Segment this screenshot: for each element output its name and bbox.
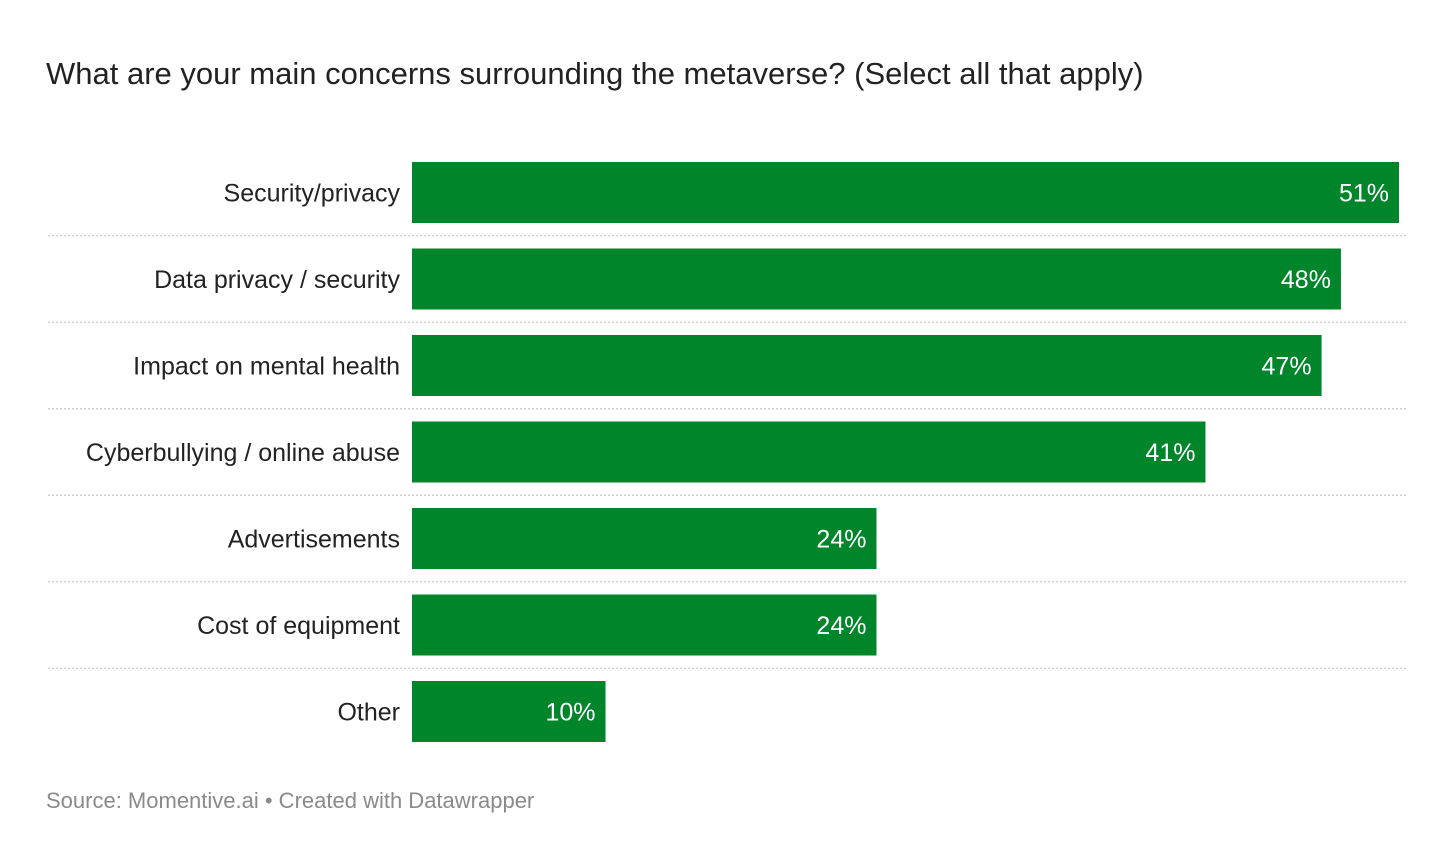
chart-title: What are your main concerns surrounding … <box>46 56 1144 91</box>
category-label: Cyberbullying / online abuse <box>86 439 400 467</box>
bar <box>412 162 1399 223</box>
value-label: 24% <box>816 612 866 640</box>
category-label: Data privacy / security <box>154 266 400 294</box>
bar <box>412 248 1341 310</box>
bar <box>412 421 1206 483</box>
bar <box>412 335 1322 396</box>
category-label: Impact on mental health <box>133 353 400 381</box>
value-label: 41% <box>1145 439 1195 467</box>
category-label: Advertisements <box>228 526 400 554</box>
category-label: Security/privacy <box>224 180 401 208</box>
source-note: Source: Momentive.ai • Created with Data… <box>46 788 535 813</box>
value-label: 51% <box>1339 180 1389 208</box>
category-label: Other <box>337 699 400 727</box>
value-label: 48% <box>1281 266 1331 294</box>
bar <box>412 594 877 656</box>
bar <box>412 681 606 742</box>
category-label: Cost of equipment <box>197 612 400 640</box>
bar <box>412 508 877 569</box>
value-label: 47% <box>1262 353 1312 381</box>
value-label: 24% <box>816 526 866 554</box>
value-label: 10% <box>545 699 595 727</box>
